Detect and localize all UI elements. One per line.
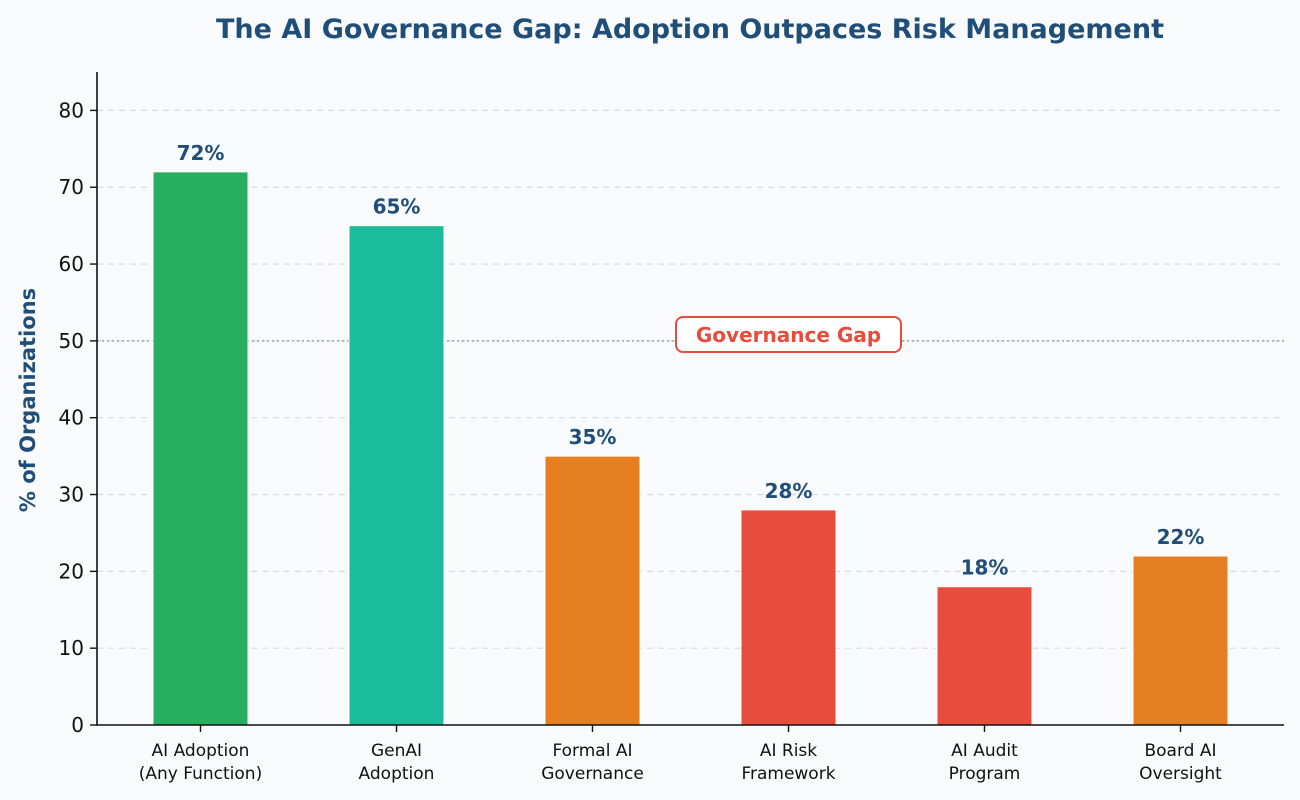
annotation-box — [675, 316, 902, 353]
data-label: 72% — [177, 141, 225, 165]
data-label: 65% — [373, 195, 421, 219]
y-tick-label: 40 — [59, 406, 84, 430]
bar — [740, 509, 837, 726]
y-tick-label: 60 — [59, 252, 84, 276]
annotation-text: Governance Gap — [696, 323, 881, 347]
y-tick-label: 30 — [59, 483, 84, 507]
x-tick-label: AI Audit Program — [949, 741, 1021, 784]
bar — [152, 171, 249, 726]
bar — [936, 586, 1033, 726]
x-tick-label-line: AI Risk — [760, 741, 817, 761]
x-tick-label-line: AI Audit — [951, 741, 1018, 761]
bar — [544, 455, 641, 726]
x-tick-label-line: Adoption — [359, 764, 435, 784]
bars — [152, 171, 1229, 726]
y-tick-label: 70 — [59, 175, 84, 199]
y-tick-label: 50 — [59, 329, 84, 353]
x-tick-label-line: Formal AI — [552, 741, 632, 761]
bar — [1132, 555, 1229, 726]
x-tick-label-line: Board AI — [1144, 741, 1216, 761]
x-tick-label: AI Adoption (Any Function) — [139, 741, 262, 784]
governance-gap-annotation: Governance Gap — [675, 316, 902, 353]
x-axis-ticks: AI Adoption (Any Function) GenAI Adoption Fo… — [139, 725, 1222, 784]
y-axis-label: % of Organizations — [16, 288, 40, 512]
x-tick-label-line: Governance — [541, 764, 644, 784]
data-labels: 72% 65% 35% 28% 18% 22% — [177, 141, 1205, 580]
x-tick-label-line: AI Adoption — [152, 741, 250, 761]
chart-title: The AI Governance Gap: Adoption Outpaces… — [216, 14, 1164, 45]
data-label: 28% — [765, 479, 813, 503]
x-tick-label-line: Framework — [741, 764, 835, 784]
x-tick-label: Board AI Oversight — [1139, 741, 1222, 784]
x-tick-label-line: Program — [949, 764, 1021, 784]
x-tick-label: GenAI Adoption — [359, 741, 435, 784]
x-tick-label: Formal AI Governance — [541, 741, 644, 784]
bar — [348, 225, 445, 726]
data-label: 22% — [1157, 525, 1205, 549]
data-label: 18% — [961, 556, 1009, 580]
data-label: 35% — [569, 425, 617, 449]
x-tick-label-line: Oversight — [1139, 764, 1222, 784]
x-tick-label-line: GenAI — [371, 741, 422, 761]
y-tick-label: 20 — [59, 559, 84, 583]
y-tick-label: 10 — [59, 636, 84, 660]
x-tick-label-line: (Any Function) — [139, 764, 262, 784]
y-tick-label: 0 — [71, 713, 84, 737]
x-tick-label: AI Risk Framework — [741, 741, 835, 784]
y-tick-label: 80 — [59, 98, 84, 122]
y-axis-ticks: 0 10 20 30 40 50 60 70 80 — [59, 98, 97, 737]
